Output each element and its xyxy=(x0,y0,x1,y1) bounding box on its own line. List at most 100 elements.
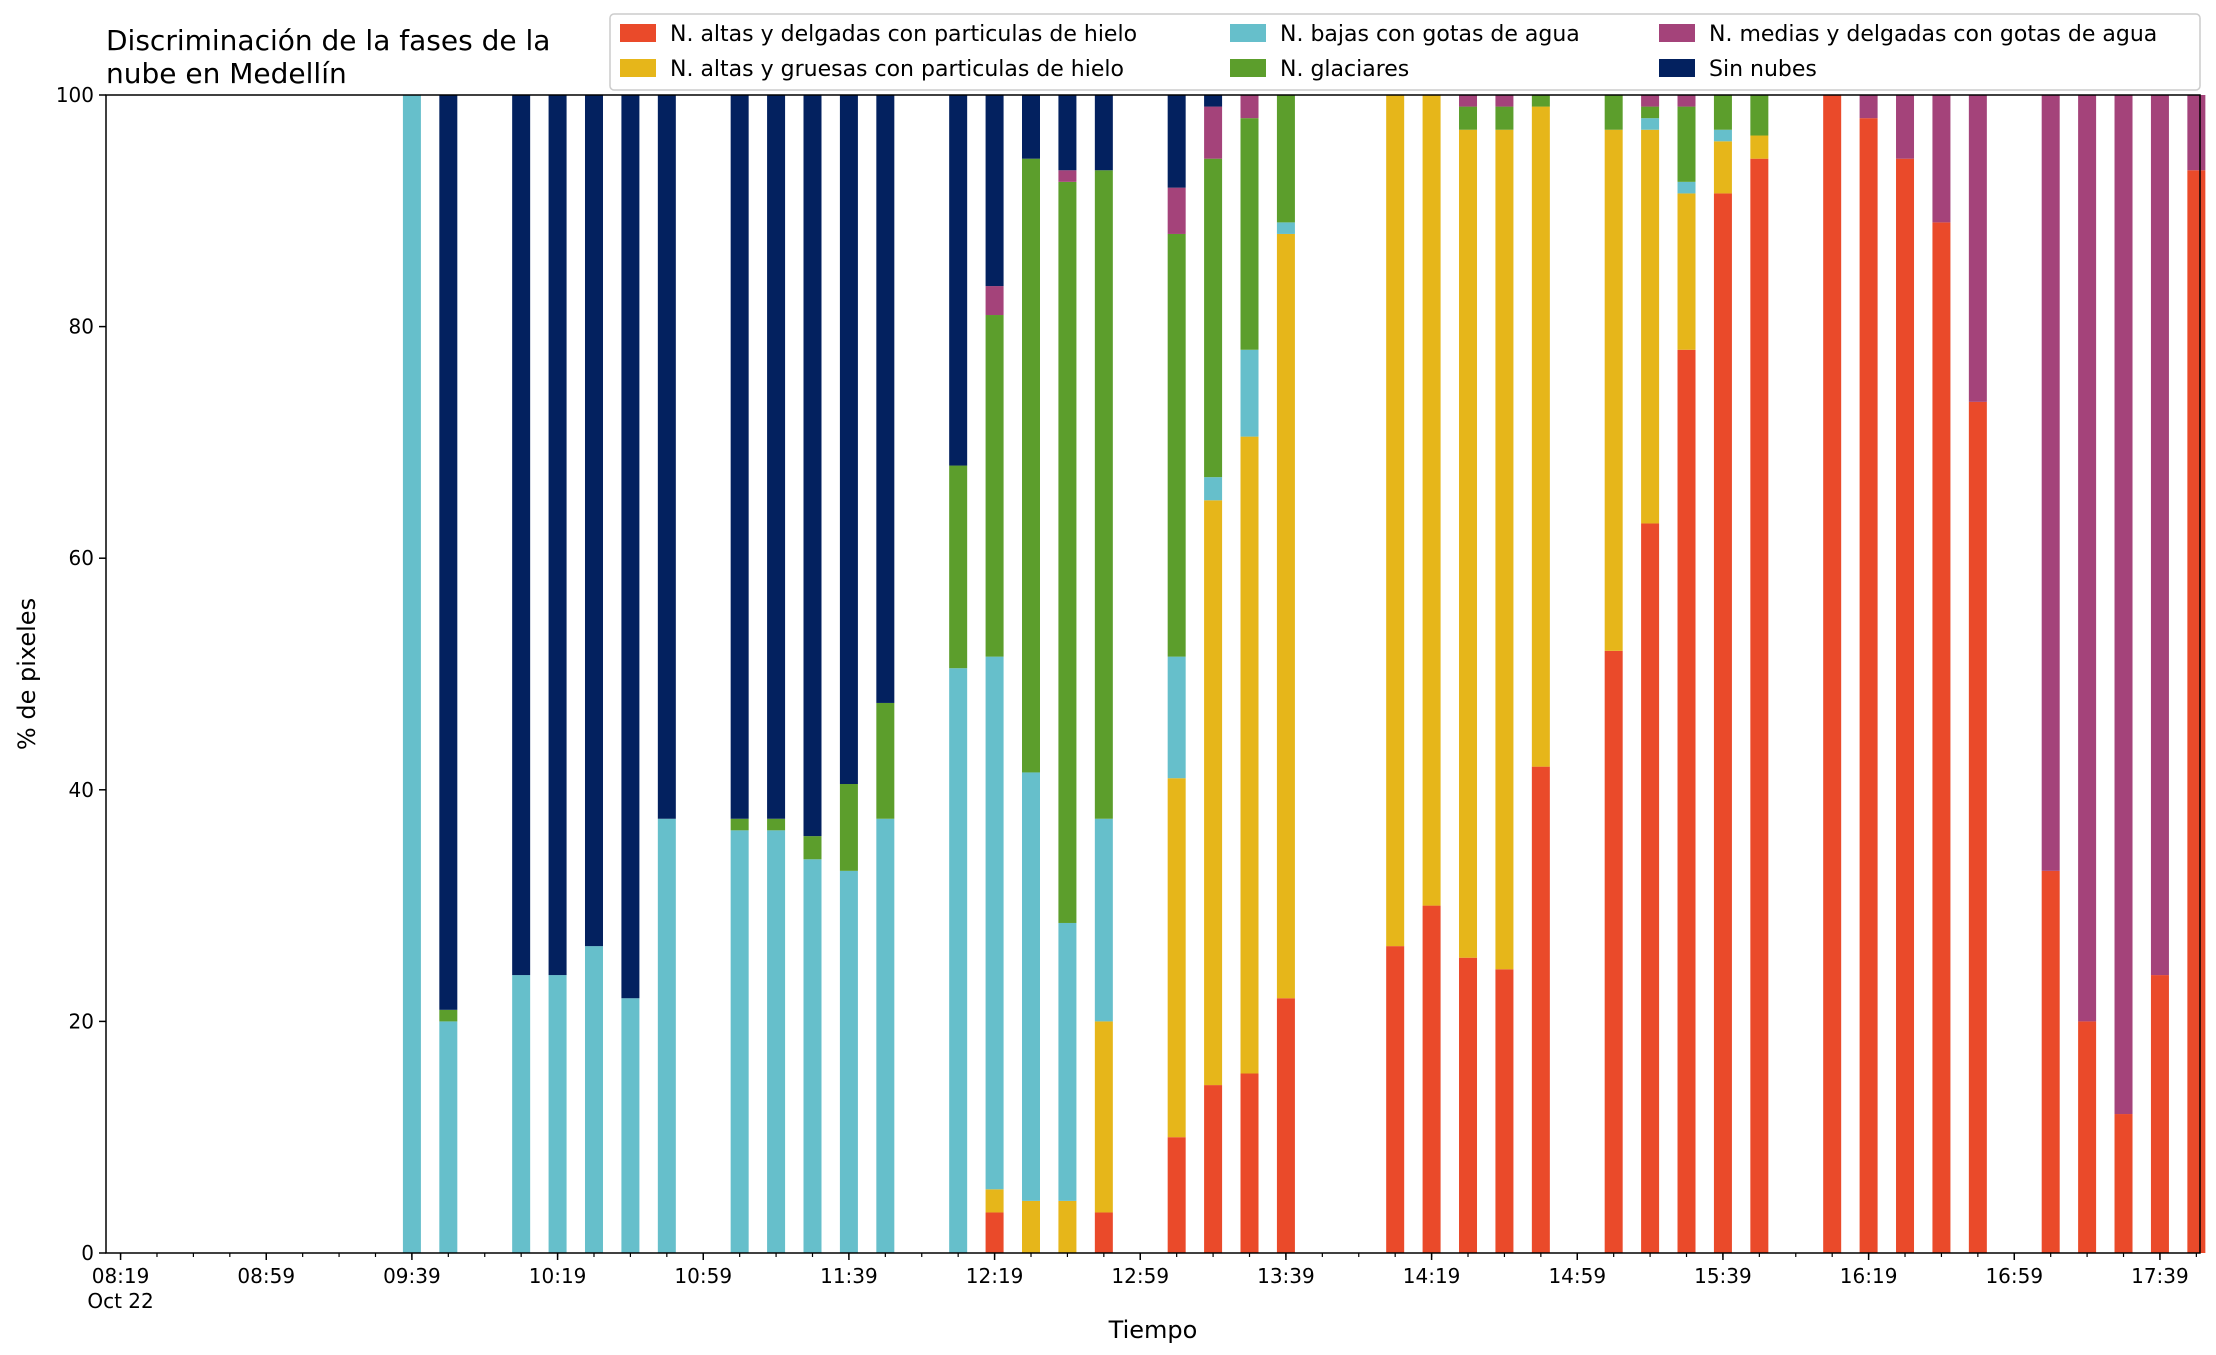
bar-segment-1239-s4 xyxy=(1058,170,1077,182)
bar-segment-1109-s5 xyxy=(730,95,749,819)
bar-segment-1249-s2 xyxy=(1094,818,1113,1022)
bar-segment-1639-s4 xyxy=(1932,95,1951,223)
bar-segment-1109-s3 xyxy=(730,818,749,831)
legend-label: N. altas y delgadas con particulas de hi… xyxy=(670,22,1137,47)
x-tick-label: 14:19 xyxy=(1403,1264,1461,1288)
bar-segment-1319-s2 xyxy=(1204,477,1223,501)
legend: N. altas y delgadas con particulas de hi… xyxy=(609,13,2201,91)
x-tick-label: 14:59 xyxy=(1548,1264,1606,1288)
bar-segment-1319-s1 xyxy=(1204,500,1223,1086)
bar-segment-1549-s1 xyxy=(1750,135,1769,159)
bar-segment-1029-s5 xyxy=(584,95,603,947)
legend-label: N. glaciares xyxy=(1280,57,1409,82)
bar-segment-1209-s5 xyxy=(949,95,968,466)
x-tick-label: 08:59 xyxy=(237,1264,295,1288)
bar-segment-1439-s4 xyxy=(1495,95,1514,107)
bar-segment-1209-s2 xyxy=(949,668,968,1253)
legend-swatch xyxy=(620,24,656,42)
bar-segment-1139-s2 xyxy=(839,870,858,1253)
x-tick-label: 13:39 xyxy=(1257,1264,1315,1288)
bar-segment-1629-s4 xyxy=(1896,95,1915,159)
bar-segment-1309-s3 xyxy=(1167,233,1186,657)
bar-segment-1519-s2 xyxy=(1641,118,1660,130)
bar-segment-1539-s1 xyxy=(1713,141,1732,194)
bar-segment-1739-s0 xyxy=(2150,975,2169,1253)
bar-segment-1409-s1 xyxy=(1386,95,1405,947)
bar-segment-1339-s2 xyxy=(1276,222,1295,234)
bar-segment-0949-s5 xyxy=(439,95,458,1010)
bar-segment-1229-s3 xyxy=(1022,158,1040,773)
legend-label: N. medias y delgadas con gotas de agua xyxy=(1709,22,2157,47)
bar-segment-1619-s0 xyxy=(1859,118,1878,1253)
bar-segment-1429-s4 xyxy=(1459,95,1478,107)
bar-segment-1429-s0 xyxy=(1459,957,1478,1253)
bar-segment-1509-s1 xyxy=(1604,129,1623,651)
bar-segment-1329-s2 xyxy=(1240,349,1259,437)
bar-segment-1749-s0 xyxy=(2187,170,2206,1253)
bar-segment-1519-s4 xyxy=(1641,95,1660,107)
bar-segment-1339-s0 xyxy=(1276,998,1295,1253)
bar-segment-1219-s2 xyxy=(985,656,1004,1190)
chart-title-line-1: Discriminación de la fases de la xyxy=(106,24,550,57)
chart-title: Discriminación de la fases de la nube en… xyxy=(106,24,550,90)
bar-segment-1319-s5 xyxy=(1204,95,1223,107)
bar-segment-1219-s3 xyxy=(985,315,1004,657)
bar-segment-1449-s1 xyxy=(1531,106,1550,767)
bar-segment-1749-s4 xyxy=(2187,95,2206,171)
legend-swatch xyxy=(1659,59,1695,77)
x-tick-label: 11:39 xyxy=(820,1264,878,1288)
bar-segment-1539-s3 xyxy=(1713,95,1732,130)
bar-segment-1119-s3 xyxy=(767,818,786,831)
bar-segment-1709-s4 xyxy=(2041,95,2060,871)
bar-segment-1439-s3 xyxy=(1495,106,1514,130)
bar-segment-1719-s4 xyxy=(2078,95,2097,1022)
bar-segment-1339-s1 xyxy=(1276,233,1295,999)
legend-label: Sin nubes xyxy=(1709,57,1817,82)
bar-segment-1609-s0 xyxy=(1823,95,1842,1253)
legend-label: N. altas y gruesas con particulas de hie… xyxy=(670,57,1124,82)
bar-segment-1129-s2 xyxy=(803,859,822,1253)
bar-segment-1309-s0 xyxy=(1167,1137,1186,1253)
bar-segment-1229-s2 xyxy=(1022,772,1040,1201)
bar-segment-1729-s4 xyxy=(2114,95,2133,1115)
bar-segment-1219-s5 xyxy=(985,95,1004,287)
bar-segment-1119-s5 xyxy=(767,95,786,819)
bar-segment-1149-s2 xyxy=(876,818,895,1253)
bar-segment-1639-s0 xyxy=(1932,222,1951,1253)
bar-segment-1339-s3 xyxy=(1276,95,1295,223)
bar-segment-1439-s0 xyxy=(1495,969,1514,1253)
bar-segment-1149-s5 xyxy=(876,95,895,703)
x-tick-sublabel: Oct 22 xyxy=(87,1289,153,1313)
y-tick-label: 60 xyxy=(69,546,94,570)
bar-segment-1419-s0 xyxy=(1422,905,1441,1253)
legend-frame xyxy=(609,13,2201,91)
x-tick-label: 15:39 xyxy=(1694,1264,1752,1288)
chart-title-line-2: nube en Medellín xyxy=(106,57,347,90)
x-tick-label: 12:59 xyxy=(1111,1264,1169,1288)
plot-frame xyxy=(105,94,2201,1254)
bar-segment-1209-s3 xyxy=(949,465,968,669)
bar-segment-1709-s0 xyxy=(2041,870,2060,1253)
bar-segment-1719-s0 xyxy=(2078,1021,2097,1253)
bar-segment-1539-s0 xyxy=(1713,193,1732,1254)
bar-segment-1039-s2 xyxy=(621,998,640,1253)
bar-segment-1219-s1 xyxy=(985,1189,1004,1213)
x-tick-label: 12:19 xyxy=(966,1264,1024,1288)
bar-segment-1329-s3 xyxy=(1240,118,1259,350)
bar-segment-1229-s5 xyxy=(1022,95,1040,159)
bar-segment-1319-s0 xyxy=(1204,1085,1223,1253)
x-tick-label: 17:39 xyxy=(2131,1264,2189,1288)
x-tick-label: 10:19 xyxy=(529,1264,587,1288)
bar-segment-1529-s4 xyxy=(1677,95,1696,107)
bar-segment-1329-s0 xyxy=(1240,1073,1259,1253)
legend-swatch xyxy=(620,59,656,77)
bar-segment-1019-s2 xyxy=(548,975,567,1253)
bar-segment-1629-s0 xyxy=(1896,158,1915,1254)
bar-segment-1319-s3 xyxy=(1204,158,1223,478)
bar-segment-1529-s1 xyxy=(1677,193,1696,350)
legend-swatch xyxy=(1230,24,1266,42)
bar-segment-1129-s3 xyxy=(803,836,822,860)
bar-segment-1309-s2 xyxy=(1167,656,1186,779)
bar-segment-1249-s0 xyxy=(1094,1212,1113,1253)
bar-segment-1619-s4 xyxy=(1859,95,1878,119)
